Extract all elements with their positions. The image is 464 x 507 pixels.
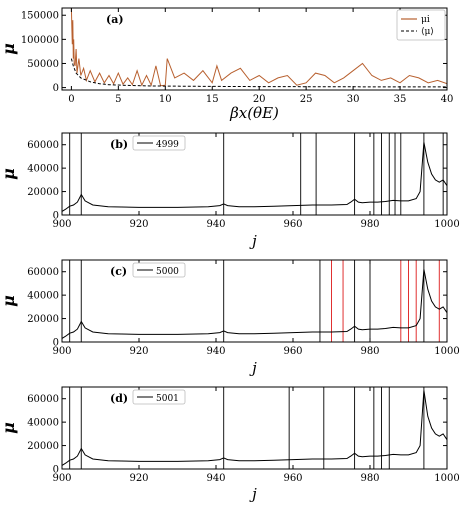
y-tick-label: 60000 (27, 140, 59, 151)
plot-frame (61, 132, 448, 216)
x-tick-label: 960 (283, 219, 302, 230)
x-tick-label: 1000 (434, 219, 459, 230)
panel-label: (d) (110, 392, 128, 405)
legend-label: ⟨μ⟩ (421, 27, 434, 37)
y-tick-label: 60000 (27, 394, 59, 405)
x-tick-label: 920 (129, 219, 148, 230)
x-axis-label: j (249, 359, 257, 377)
y-tick-label: 0 (53, 211, 59, 222)
legend: 5000 (132, 262, 186, 278)
series-group (62, 390, 447, 466)
y-axis-label: μ (0, 43, 18, 55)
y-tick-label: 40000 (27, 291, 59, 302)
x-tick-label: 980 (360, 219, 379, 230)
x-tick-label: 920 (129, 346, 148, 357)
x-tick-label: 30 (347, 94, 360, 105)
legend-box (132, 135, 186, 151)
panel-3: 900 920 940 960 980 1000 0 20000 40000 60000 j μ (c)… (0, 259, 460, 377)
y-tick-label: 20000 (27, 314, 59, 325)
x-tick-label: 40 (441, 94, 454, 105)
y-tick-label: 50000 (27, 59, 59, 70)
panel-4: 900 920 940 960 980 1000 0 20000 40000 60000 j μ (d)… (0, 386, 460, 503)
x-tick-label: 920 (129, 473, 148, 484)
x-tick-label: 900 (52, 219, 71, 230)
legend-label: μi (421, 15, 430, 25)
x-tick-label: 20 (253, 94, 266, 105)
x-tick-label: 1000 (434, 473, 459, 484)
x-tick-label: 1000 (434, 346, 459, 357)
series-line-2 (70, 58, 447, 88)
legend-box (132, 389, 186, 405)
panel-1: 0 5 10 15 20 25 30 35 40 0 50000 100000 150000 βx(θE)… (0, 7, 454, 122)
plot-frame (61, 259, 448, 343)
x-tick-label: 940 (206, 346, 225, 357)
series-line-1 (62, 142, 447, 212)
x-tick-label: 0 (68, 94, 74, 105)
series-line-1 (70, 8, 447, 87)
x-axis-label: j (249, 232, 257, 250)
y-axis-label: μ (0, 295, 18, 307)
x-tick-label: 980 (360, 346, 379, 357)
y-tick-label: 0 (53, 83, 59, 94)
legend-label: 5001 (156, 394, 179, 404)
y-tick-label: 40000 (27, 164, 59, 175)
series-group (62, 269, 447, 339)
y-tick-label: 40000 (27, 418, 59, 429)
x-tick-label: 940 (206, 219, 225, 230)
x-tick-label: 35 (394, 94, 407, 105)
x-axis-label: βx(θE) (229, 104, 279, 122)
y-tick-label: 0 (53, 465, 59, 476)
y-tick-label: 20000 (27, 187, 59, 198)
panel-label: (c) (110, 265, 127, 278)
legend: μi ⟨μ⟩ (396, 9, 446, 41)
legend-label: 5000 (156, 267, 179, 277)
legend: 5001 (132, 389, 186, 405)
legend-label: 4999 (156, 140, 179, 150)
legend-box (396, 9, 446, 41)
x-tick-label: 940 (206, 473, 225, 484)
series-group (70, 8, 447, 88)
x-tick-label: 900 (52, 473, 71, 484)
panel-label: (b) (110, 138, 128, 151)
series-line-1 (62, 390, 447, 466)
x-tick-label: 5 (115, 94, 121, 105)
y-axis-label: μ (0, 168, 18, 180)
x-tick-label: 900 (52, 346, 71, 357)
x-tick-label: 960 (283, 473, 302, 484)
panel-2: 900 920 940 960 980 1000 0 20000 40000 60000 j μ (b)… (0, 132, 460, 250)
plot-frame (61, 7, 448, 91)
series-line-1 (62, 269, 447, 339)
plot-frame (61, 386, 448, 470)
y-tick-label: 150000 (21, 11, 59, 22)
y-tick-label: 60000 (27, 267, 59, 278)
y-tick-label: 0 (53, 338, 59, 349)
legend-box (132, 262, 186, 278)
x-tick-label: 10 (159, 94, 172, 105)
y-tick-label: 20000 (27, 441, 59, 452)
legend: 4999 (132, 135, 186, 151)
series-group (62, 142, 447, 212)
x-tick-label: 980 (360, 473, 379, 484)
panel-label: (a) (106, 13, 124, 26)
x-tick-label: 960 (283, 346, 302, 357)
x-tick-label: 25 (300, 94, 313, 105)
y-tick-label: 100000 (21, 35, 59, 46)
y-axis-label: μ (0, 422, 18, 434)
x-axis-label: j (249, 485, 257, 503)
x-tick-label: 15 (206, 94, 219, 105)
